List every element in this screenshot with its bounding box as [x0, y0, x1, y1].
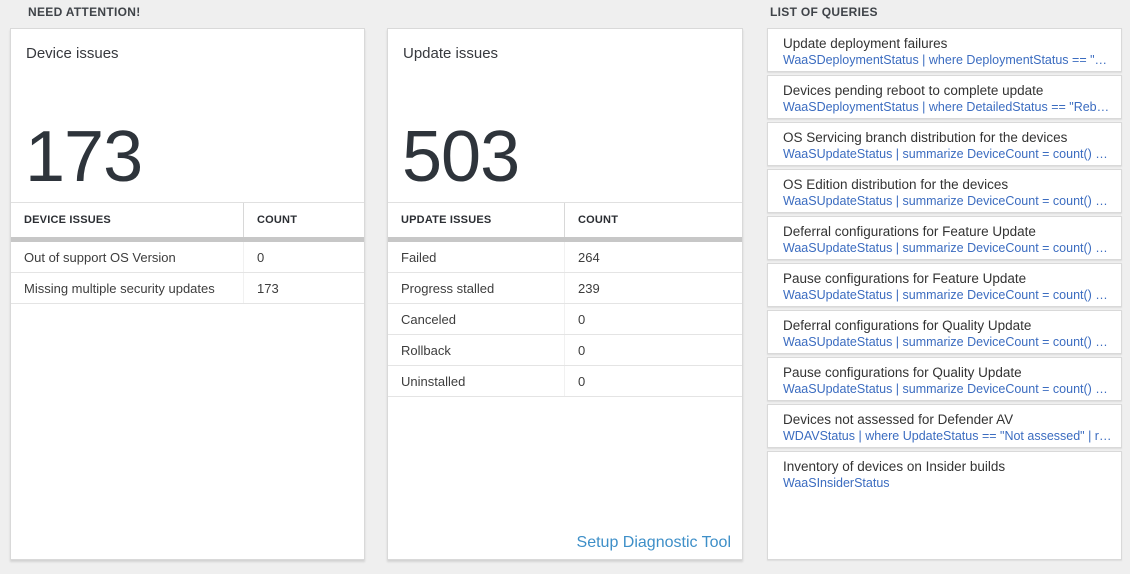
issue-label: Progress stalled — [388, 273, 565, 303]
table-row[interactable]: Failed 264 — [388, 242, 742, 273]
query-list-item[interactable]: Inventory of devices on Insider builds W… — [767, 451, 1122, 560]
count-col-header: COUNT — [578, 214, 619, 226]
query-text-link[interactable]: WaaSUpdateStatus | summarize DeviceCount… — [783, 147, 1113, 161]
issue-label: Canceled — [388, 304, 565, 334]
query-list-item[interactable]: Pause configurations for Feature Update … — [767, 263, 1122, 307]
query-text-link[interactable]: WaaSInsiderStatus — [783, 476, 890, 490]
query-title: Inventory of devices on Insider builds — [783, 459, 1006, 474]
query-text-link[interactable]: WaaSUpdateStatus | summarize DeviceCount… — [783, 288, 1113, 302]
query-text-link[interactable]: WaaSDeploymentStatus | where DeploymentS… — [783, 53, 1113, 67]
query-title: Devices pending reboot to complete updat… — [783, 83, 1044, 98]
issue-count: 264 — [578, 249, 600, 265]
query-text-link[interactable]: WaaSUpdateStatus | summarize DeviceCount… — [783, 335, 1113, 349]
query-text-link[interactable]: WaaSUpdateStatus | summarize DeviceCount… — [783, 382, 1113, 396]
query-title: Pause configurations for Feature Update — [783, 271, 1027, 286]
update-issues-table-header: UPDATE ISSUES COUNT — [388, 203, 742, 237]
update-issues-title: Update issues — [403, 45, 499, 62]
update-issues-table: UPDATE ISSUES COUNT Failed 264 Progress … — [388, 202, 742, 397]
query-text-link[interactable]: WaaSDeploymentStatus | where DetailedSta… — [783, 100, 1113, 114]
issue-label: Out of support OS Version — [11, 242, 244, 272]
query-title: Update deployment failures — [783, 36, 948, 51]
device-issues-table-header: DEVICE ISSUES COUNT — [11, 203, 364, 237]
table-separator-bar — [388, 237, 742, 242]
update-issues-count[interactable]: 503 — [402, 117, 520, 197]
count-col-header: COUNT — [257, 214, 298, 226]
table-separator-bar — [11, 237, 364, 242]
query-title: OS Servicing branch distribution for the… — [783, 130, 1068, 145]
query-list-item[interactable]: Pause configurations for Quality Update … — [767, 357, 1122, 401]
setup-diagnostic-tool-link[interactable]: Setup Diagnostic Tool — [576, 534, 731, 551]
query-list-item[interactable]: Deferral configurations for Quality Upda… — [767, 310, 1122, 354]
query-list-item[interactable]: OS Servicing branch distribution for the… — [767, 122, 1122, 166]
device-issues-count[interactable]: 173 — [25, 117, 143, 197]
issue-count: 0 — [578, 342, 586, 358]
query-title: Pause configurations for Quality Update — [783, 365, 1022, 380]
query-title: OS Edition distribution for the devices — [783, 177, 1009, 192]
list-of-queries-panel: Update deployment failures WaaSDeploymen… — [767, 28, 1122, 560]
list-of-queries-header: LIST OF QUERIES — [770, 5, 878, 19]
query-text-link[interactable]: WDAVStatus | where UpdateStatus == "Not … — [783, 429, 1113, 443]
query-list-item[interactable]: Devices pending reboot to complete updat… — [767, 75, 1122, 119]
query-list-item[interactable]: OS Edition distribution for the devices … — [767, 169, 1122, 213]
issue-count: 0 — [257, 249, 265, 265]
query-list-item[interactable]: Deferral configurations for Feature Upda… — [767, 216, 1122, 260]
table-row[interactable]: Uninstalled 0 — [388, 366, 742, 397]
issue-label: Rollback — [388, 335, 565, 365]
table-row[interactable]: Progress stalled 239 — [388, 273, 742, 304]
update-issues-col-header: UPDATE ISSUES — [388, 203, 565, 237]
query-title: Deferral configurations for Feature Upda… — [783, 224, 1036, 239]
device-issues-col-header: DEVICE ISSUES — [11, 203, 244, 237]
query-text-link[interactable]: WaaSUpdateStatus | summarize DeviceCount… — [783, 241, 1113, 255]
issue-count: 173 — [257, 280, 279, 296]
table-row[interactable]: Canceled 0 — [388, 304, 742, 335]
issue-count: 0 — [578, 311, 586, 327]
table-row[interactable]: Rollback 0 — [388, 335, 742, 366]
query-list-item[interactable]: Update deployment failures WaaSDeploymen… — [767, 28, 1122, 72]
device-issues-card: Device issues 173 DEVICE ISSUES COUNT Ou… — [10, 28, 365, 560]
issue-label: Missing multiple security updates — [11, 273, 244, 303]
issue-label: Failed — [388, 242, 565, 272]
query-title: Deferral configurations for Quality Upda… — [783, 318, 1032, 333]
query-list-item[interactable]: Devices not assessed for Defender AV WDA… — [767, 404, 1122, 448]
issue-count: 239 — [578, 280, 600, 296]
need-attention-header: NEED ATTENTION! — [28, 5, 141, 19]
update-issues-card: Update issues 503 UPDATE ISSUES COUNT Fa… — [387, 28, 743, 560]
issue-label: Uninstalled — [388, 366, 565, 396]
issue-count: 0 — [578, 373, 586, 389]
query-text-link[interactable]: WaaSUpdateStatus | summarize DeviceCount… — [783, 194, 1113, 208]
query-title: Devices not assessed for Defender AV — [783, 412, 1014, 427]
device-issues-table: DEVICE ISSUES COUNT Out of support OS Ve… — [11, 202, 364, 304]
table-row[interactable]: Missing multiple security updates 173 — [11, 273, 364, 304]
table-row[interactable]: Out of support OS Version 0 — [11, 242, 364, 273]
device-issues-title: Device issues — [26, 45, 119, 62]
